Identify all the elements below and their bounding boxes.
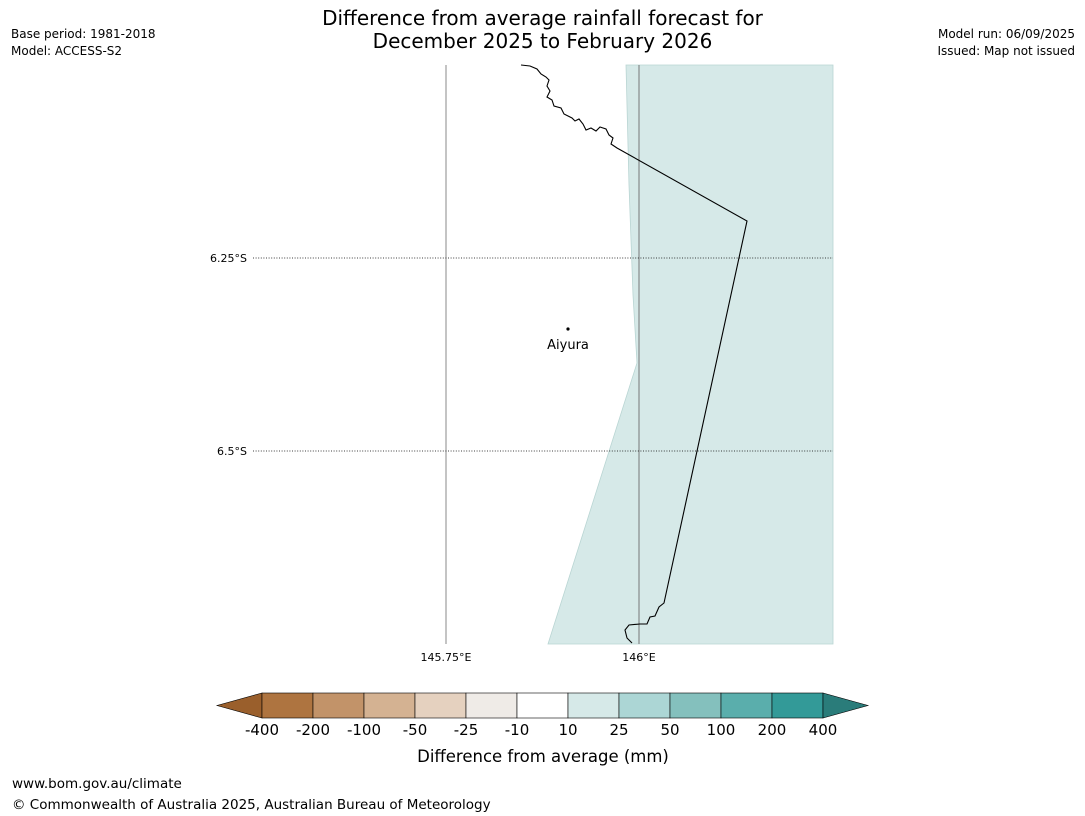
title-line-2: December 2025 to February 2026 bbox=[372, 29, 713, 53]
colorbar-legend: -400 -200 -100 -50 -25 -10 10 25 50 100 200 400 bbox=[215, 692, 870, 739]
colorbar-tick-label: 200 bbox=[758, 721, 787, 739]
map-title: Difference from average rainfall forecas… bbox=[0, 7, 1085, 53]
place-label: Aiyura bbox=[547, 338, 589, 353]
colorbar-tick-label: 400 bbox=[809, 721, 838, 739]
place-marker bbox=[566, 327, 570, 331]
lon-label-145-75: 145.75°E bbox=[421, 651, 472, 664]
coastline-boundary bbox=[520, 64, 748, 644]
title-line-1: Difference from average rainfall forecas… bbox=[322, 6, 763, 30]
colorbar-tick-label: -25 bbox=[454, 721, 479, 739]
base-period-text: Base period: 1981-2018 bbox=[11, 27, 156, 41]
colorbar-box bbox=[771, 692, 824, 719]
colorbar-box bbox=[516, 692, 569, 719]
colorbar-box bbox=[261, 692, 314, 719]
colorbar-tick-label: 25 bbox=[609, 721, 628, 739]
colorbar-box bbox=[363, 692, 416, 719]
footer: www.bom.gov.au/climate © Commonwealth of… bbox=[12, 774, 491, 816]
model-run-text: Model run: 06/09/2025 bbox=[937, 27, 1075, 41]
rainfall-map: Aiyura 6.25°S 6.5°S 145.75°E 146°E -400-… bbox=[210, 64, 870, 766]
metadata-left: Base period: 1981-2018 Model: ACCESS-S2 bbox=[11, 26, 156, 60]
forecast-shaded-region bbox=[547, 64, 834, 645]
lat-label-6-25: 6.25°S bbox=[210, 252, 247, 265]
colorbar-tick-label: -200 bbox=[296, 721, 330, 739]
footer-url: www.bom.gov.au/climate bbox=[12, 776, 182, 792]
colorbar-tick-label: 50 bbox=[660, 721, 679, 739]
legend-label: Difference from average (mm) bbox=[417, 747, 669, 766]
model-text: Model: ACCESS-S2 bbox=[11, 44, 123, 58]
colorbar-box bbox=[414, 692, 467, 719]
colorbar-box bbox=[567, 692, 620, 719]
colorbar-box bbox=[465, 692, 518, 719]
lat-label-6-5: 6.5°S bbox=[217, 445, 247, 458]
metadata-right: Model run: 06/09/2025 Issued: Map not is… bbox=[937, 26, 1075, 60]
colorbar-arrow-low bbox=[215, 692, 263, 719]
colorbar-tick-label: -400 bbox=[245, 721, 279, 739]
colorbar-box bbox=[312, 692, 365, 719]
colorbar-tick-label: -50 bbox=[403, 721, 428, 739]
colorbar-box bbox=[720, 692, 773, 719]
colorbar-tick-label: -100 bbox=[347, 721, 381, 739]
colorbar-box bbox=[618, 692, 671, 719]
issued-text: Issued: Map not issued bbox=[937, 44, 1075, 58]
colorbar-arrow-high bbox=[822, 692, 870, 719]
colorbar-tick-label: 100 bbox=[707, 721, 736, 739]
colorbar-tick-label: -10 bbox=[505, 721, 530, 739]
lon-label-146: 146°E bbox=[622, 651, 655, 664]
colorbar-box bbox=[669, 692, 722, 719]
colorbar-tick-label: 10 bbox=[558, 721, 577, 739]
footer-copyright: © Commonwealth of Australia 2025, Austra… bbox=[12, 797, 491, 813]
